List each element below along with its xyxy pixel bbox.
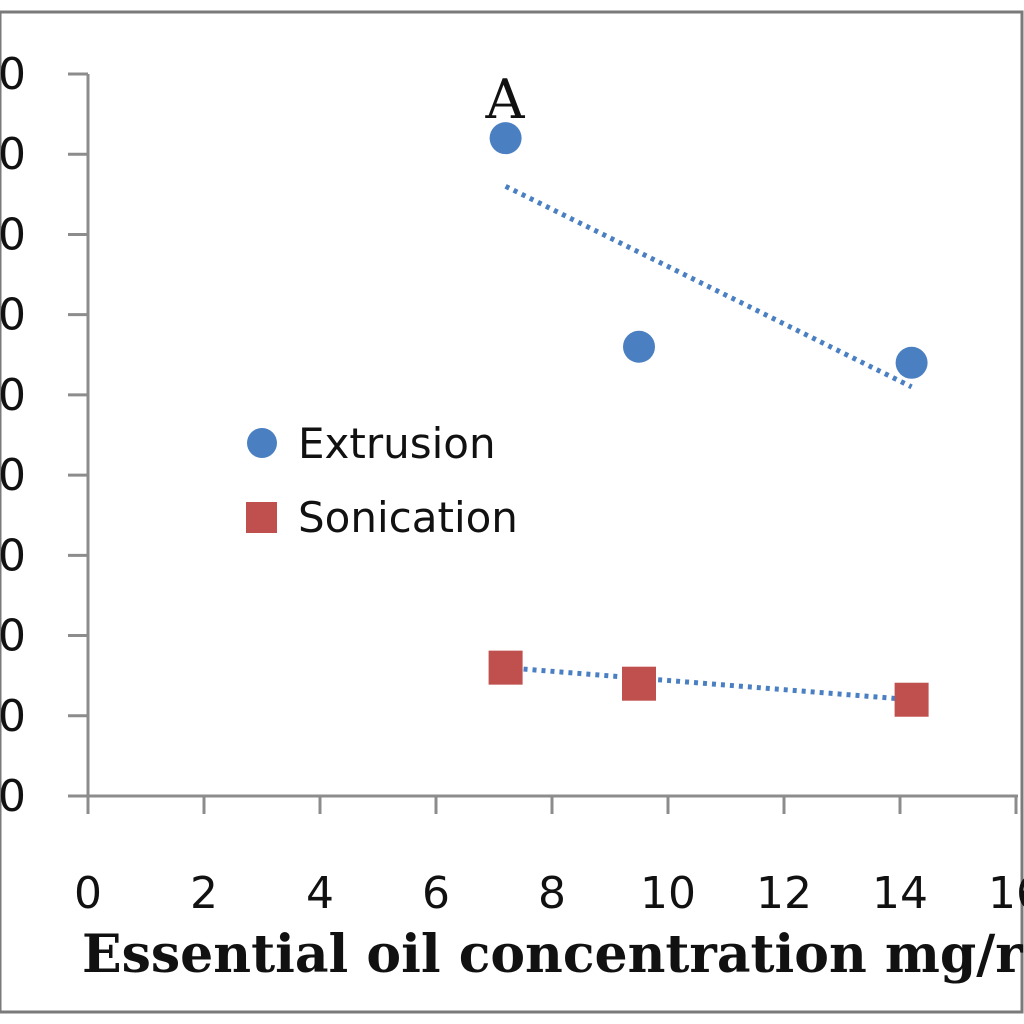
chart-frame bbox=[0, 10, 1024, 1014]
x-tick-label: 12 bbox=[756, 868, 812, 919]
trendline-extrusion bbox=[504, 184, 913, 390]
y-tick-label: 0 bbox=[0, 530, 26, 581]
trendlines bbox=[504, 184, 913, 703]
y-tick-label: 0 bbox=[0, 370, 26, 421]
y-tick-label: 0 bbox=[0, 129, 26, 180]
x-tick-label: 4 bbox=[306, 868, 334, 919]
y-tick-label: 0 bbox=[0, 209, 26, 260]
y-tick-label: 0 bbox=[0, 691, 26, 742]
legend-label-extrusion: Extrusion bbox=[298, 419, 496, 468]
x-axis-label: Essential oil concentration mg/r bbox=[82, 924, 1023, 985]
point-extrusion bbox=[623, 330, 655, 363]
point-extrusion bbox=[489, 122, 522, 155]
legend-label-sonication: Sonication bbox=[298, 493, 518, 542]
x-tick-label: 10 bbox=[640, 868, 696, 919]
point-sonication bbox=[622, 666, 656, 701]
legend-marker-sonication bbox=[246, 502, 277, 533]
x-tick-label: 0 bbox=[74, 868, 102, 919]
data-marks bbox=[488, 122, 929, 717]
x-tick-label: 6 bbox=[422, 868, 450, 919]
point-sonication bbox=[488, 650, 523, 685]
trendline-sonication bbox=[505, 665, 912, 703]
x-tick-label: 8 bbox=[538, 868, 566, 919]
point-sonication bbox=[894, 682, 929, 717]
point-extrusion bbox=[895, 346, 928, 379]
legend: Extrusion Sonication bbox=[246, 419, 518, 542]
axes: 00000000000246810121416 bbox=[0, 49, 1024, 919]
panel-label: A bbox=[485, 68, 526, 131]
y-tick-label: 0 bbox=[0, 450, 26, 501]
y-tick-label: 0 bbox=[0, 611, 26, 662]
x-tick-label: 16 bbox=[988, 868, 1024, 919]
y-tick-label: 0 bbox=[0, 49, 26, 100]
y-tick-label: 0 bbox=[0, 771, 26, 822]
x-tick-label: 14 bbox=[872, 868, 928, 919]
x-tick-label: 2 bbox=[190, 868, 218, 919]
y-tick-label: 0 bbox=[0, 290, 26, 341]
legend-marker-extrusion bbox=[247, 428, 277, 458]
